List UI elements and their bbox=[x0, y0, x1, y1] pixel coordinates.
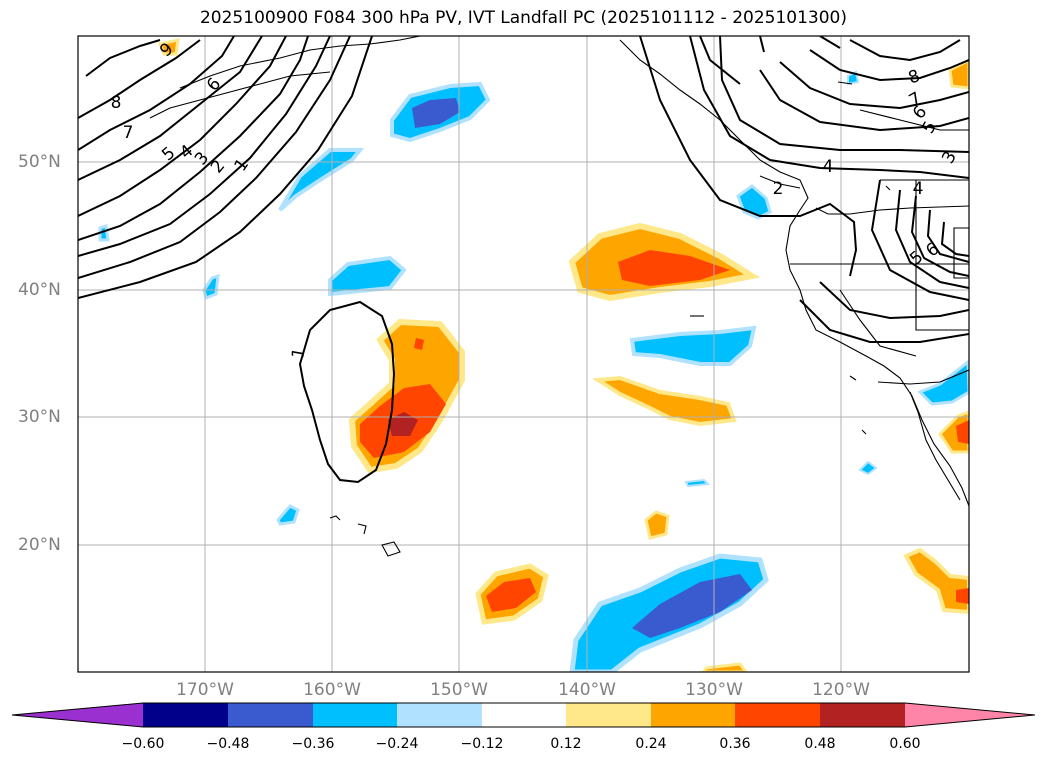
colorbar-tick: 0.36 bbox=[719, 736, 751, 752]
colorbar-segment bbox=[143, 703, 228, 727]
positive-anomaly-core bbox=[414, 338, 424, 350]
colorbar-segment bbox=[482, 703, 566, 727]
positive-anomaly-region bbox=[702, 662, 748, 672]
contour-label: 2 bbox=[207, 156, 229, 177]
contour-label: 8 bbox=[111, 93, 122, 113]
negative-anomaly-region bbox=[684, 478, 711, 488]
lon-label-130w: 130°W bbox=[685, 680, 743, 700]
colorbar-segment bbox=[820, 703, 905, 727]
colorbar-segment bbox=[397, 703, 482, 727]
lat-label-50n: 50°N bbox=[18, 152, 61, 172]
positive-anomaly-peak bbox=[388, 412, 418, 436]
positive-anomaly-region bbox=[903, 547, 969, 615]
map-title: 2025100900 F084 300 hPa PV, IVT Landfall… bbox=[199, 8, 847, 28]
negative-anomaly-region bbox=[276, 504, 300, 526]
positive-anomaly-region bbox=[157, 38, 180, 56]
lon-label-120w: 120°W bbox=[812, 680, 870, 700]
pv-anomaly-shading bbox=[98, 38, 969, 672]
pv-contours bbox=[78, 36, 969, 484]
colorbar-tick: 0.24 bbox=[635, 736, 667, 752]
positive-anomaly-region bbox=[644, 510, 670, 540]
colorbar-tick: 0.60 bbox=[889, 736, 921, 752]
positive-anomaly-core bbox=[956, 588, 969, 604]
colorbar-tick: −0.12 bbox=[460, 736, 504, 752]
negative-anomaly-region bbox=[858, 460, 878, 476]
colorbar-segment bbox=[651, 703, 735, 727]
contour-label: 4 bbox=[913, 179, 924, 199]
colorbar-outline bbox=[11, 702, 1036, 728]
colorbar-tick: 0.12 bbox=[550, 736, 582, 752]
contour-labels: 9 8 7 6 5 4 3 2 1 1 8 7 6 5 4 3 2 4 5 6 bbox=[111, 39, 961, 360]
colorbar-max-arrow bbox=[905, 703, 1035, 727]
lon-label-150w: 150°W bbox=[430, 680, 488, 700]
lat-label-40n: 40°N bbox=[18, 280, 61, 300]
contour-label: 2 bbox=[773, 179, 784, 199]
colorbar-segment bbox=[228, 703, 313, 727]
lat-label-20n: 20°N bbox=[18, 535, 61, 555]
negative-anomaly-core bbox=[632, 574, 752, 638]
negative-anomaly-region bbox=[328, 255, 407, 297]
contour-label: 1 bbox=[288, 346, 310, 360]
lon-label-170w: 170°W bbox=[176, 680, 234, 700]
negative-anomaly-region bbox=[629, 325, 757, 366]
contour-label: 6 bbox=[203, 74, 225, 95]
lon-label-160w: 160°W bbox=[303, 680, 361, 700]
colorbar-min-arrow bbox=[12, 703, 143, 727]
colorbar-tick: −0.48 bbox=[206, 736, 250, 752]
colorbar-segment bbox=[735, 703, 820, 727]
positive-anomaly-core bbox=[486, 578, 536, 612]
lon-label-140w: 140°W bbox=[558, 680, 616, 700]
contour-label: 4 bbox=[823, 157, 834, 177]
negative-anomaly-core bbox=[412, 98, 460, 128]
negative-anomaly-region bbox=[917, 359, 969, 406]
colorbar-segment bbox=[313, 703, 397, 727]
colorbar bbox=[11, 702, 1036, 728]
map-frame bbox=[77, 35, 970, 673]
lat-label-30n: 30°N bbox=[18, 407, 61, 427]
negative-anomaly-region bbox=[278, 148, 365, 212]
contour-label: 5 bbox=[918, 118, 941, 137]
negative-anomaly-region bbox=[202, 273, 220, 301]
positive-anomaly-region bbox=[591, 375, 737, 427]
colorbar-segment bbox=[566, 703, 651, 727]
colorbar-tick: −0.60 bbox=[121, 736, 165, 752]
positive-anomaly-core bbox=[956, 420, 969, 444]
negative-anomaly-region bbox=[98, 224, 110, 242]
colorbar-tick: 0.48 bbox=[804, 736, 836, 752]
colorbar-tick: −0.24 bbox=[375, 736, 419, 752]
positive-anomaly-core bbox=[618, 250, 730, 286]
gridlines bbox=[78, 36, 969, 672]
coastlines bbox=[149, 36, 969, 557]
colorbar-tick: −0.36 bbox=[291, 736, 335, 752]
contour-label: 7 bbox=[123, 123, 134, 143]
